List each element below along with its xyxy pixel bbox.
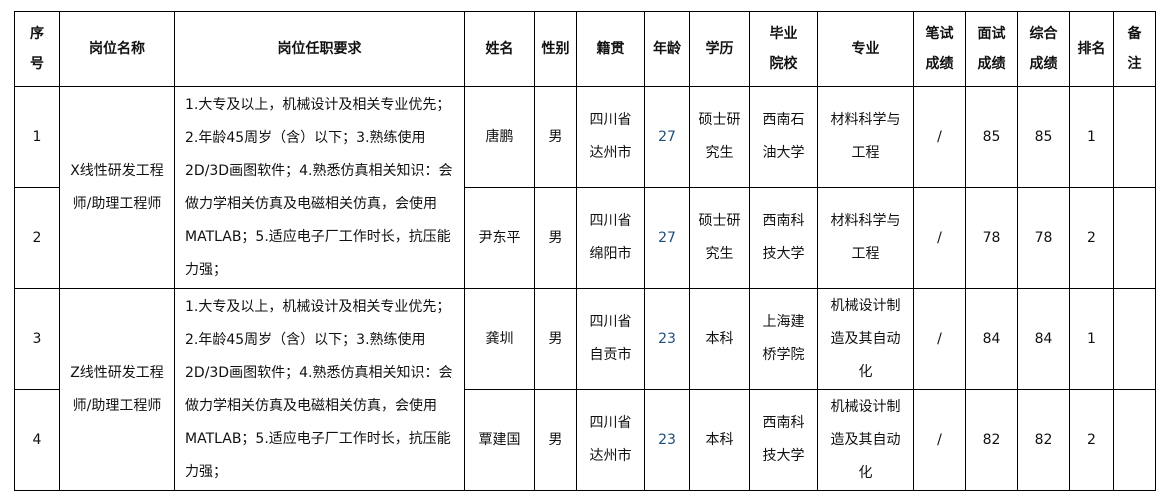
cell-major: 材料科学与工程 [817, 187, 914, 289]
col-header-hometown: 籍贯 [576, 11, 645, 87]
cell-no: 2 [14, 187, 60, 289]
cell-hometown: 四川省绵阳市 [576, 187, 645, 289]
cell-hometown: 四川省达州市 [576, 86, 645, 188]
col-header-no: 序号 [14, 11, 60, 87]
cell-remark [1113, 288, 1156, 390]
cell-hometown: 四川省自贡市 [576, 288, 645, 390]
table-row: 2 尹东平 男 四川省绵阳市 27 硕士研究生 西南科技大学 材料科学与工程 /… [14, 187, 1156, 289]
cell-education: 本科 [689, 288, 750, 390]
cell-age: 23 [644, 389, 690, 491]
cell-education: 本科 [689, 389, 750, 491]
cell-age: 23 [644, 288, 690, 390]
cell-remark [1113, 86, 1156, 188]
cell-interview-score: 78 [965, 187, 1018, 289]
cell-rank: 2 [1069, 187, 1114, 289]
cell-no: 3 [14, 288, 60, 390]
cell-school: 西南科技大学 [749, 187, 818, 289]
cell-position: Z线性研发工程师/助理工程师 [59, 288, 175, 491]
cell-name: 唐鹏 [464, 86, 535, 188]
cell-remark [1113, 187, 1156, 289]
cell-name: 龚圳 [464, 288, 535, 390]
cell-interview-score: 84 [965, 288, 1018, 390]
table-row: 4 覃建国 男 四川省达州市 23 本科 西南科技大学 机械设计制造及其自动化 … [14, 389, 1156, 491]
cell-rank: 1 [1069, 86, 1114, 188]
cell-interview-score: 82 [965, 389, 1018, 491]
cell-gender: 男 [534, 86, 577, 188]
cell-major: 机械设计制造及其自动化 [817, 288, 914, 390]
cell-school: 西南石油大学 [749, 86, 818, 188]
table-row: 1 X线性研发工程师/助理工程师 1.大专及以上，机械设计及相关专业优先；2.年… [14, 86, 1156, 289]
cell-overall-score: 78 [1017, 187, 1070, 289]
col-header-school: 毕业院校 [749, 11, 818, 87]
cell-hometown: 四川省达州市 [576, 389, 645, 491]
col-header-remark: 备注 [1113, 11, 1156, 87]
cell-gender: 男 [534, 288, 577, 390]
cell-age: 27 [644, 86, 690, 188]
cell-position: X线性研发工程师/助理工程师 [59, 86, 175, 289]
cell-requirements: 1.大专及以上，机械设计及相关专业优先；2.年龄45周岁（含）以下；3.熟练使用… [174, 86, 465, 289]
cell-gender: 男 [534, 389, 577, 491]
table-row: 3 Z线性研发工程师/助理工程师 1.大专及以上，机械设计及相关专业优先；2.年… [14, 288, 1156, 491]
cell-school: 西南科技大学 [749, 389, 818, 491]
cell-requirements: 1.大专及以上，机械设计及相关专业优先；2.年龄45周岁（含）以下；3.熟练使用… [174, 288, 465, 491]
cell-major: 材料科学与工程 [817, 86, 914, 188]
cell-no: 4 [14, 389, 60, 491]
cell-major: 机械设计制造及其自动化 [817, 389, 914, 491]
cell-name: 尹东平 [464, 187, 535, 289]
cell-rank: 2 [1069, 389, 1114, 491]
col-header-written-score: 笔试成绩 [913, 11, 966, 87]
col-header-name: 姓名 [464, 11, 535, 87]
cell-age: 27 [644, 187, 690, 289]
cell-written-score: / [913, 389, 966, 491]
col-header-gender: 性别 [534, 11, 577, 87]
cell-education: 硕士研究生 [689, 86, 750, 188]
col-header-education: 学历 [689, 11, 750, 87]
cell-written-score: / [913, 187, 966, 289]
cell-education: 硕士研究生 [689, 187, 750, 289]
col-header-major: 专业 [817, 11, 914, 87]
cell-overall-score: 85 [1017, 86, 1070, 188]
cell-written-score: / [913, 288, 966, 390]
col-header-rank: 排名 [1069, 11, 1114, 87]
cell-no: 1 [14, 86, 60, 188]
cell-written-score: / [913, 86, 966, 188]
col-header-age: 年龄 [644, 11, 690, 87]
col-header-position: 岗位名称 [59, 11, 175, 87]
table-header-row: 序号 岗位名称 岗位任职要求 姓名 性别 籍贯 年龄 学历 毕业院校 专业 笔试… [14, 11, 1156, 87]
cell-remark [1113, 389, 1156, 491]
cell-overall-score: 84 [1017, 288, 1070, 390]
cell-name: 覃建国 [464, 389, 535, 491]
cell-gender: 男 [534, 187, 577, 289]
cell-overall-score: 82 [1017, 389, 1070, 491]
col-header-overall-score: 综合成绩 [1017, 11, 1070, 87]
col-header-requirements: 岗位任职要求 [174, 11, 465, 87]
cell-interview-score: 85 [965, 86, 1018, 188]
candidates-table: 序号 岗位名称 岗位任职要求 姓名 性别 籍贯 年龄 学历 毕业院校 专业 笔试… [14, 11, 1156, 491]
cell-school: 上海建桥学院 [749, 288, 818, 390]
col-header-interview-score: 面试成绩 [965, 11, 1018, 87]
cell-rank: 1 [1069, 288, 1114, 390]
